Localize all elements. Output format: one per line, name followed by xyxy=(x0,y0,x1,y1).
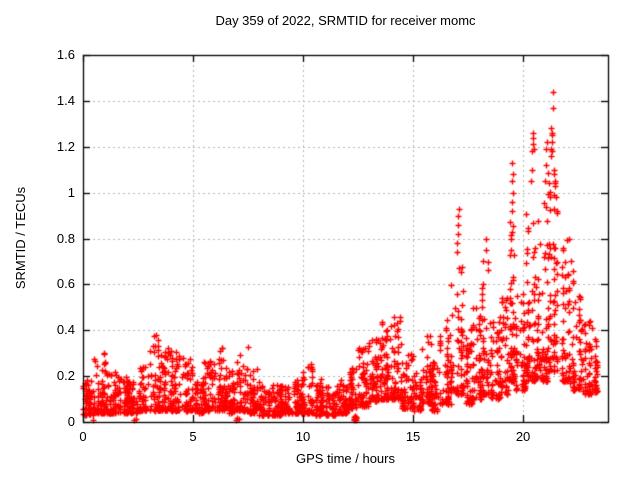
y-tick-label: 1.2 xyxy=(56,138,75,154)
y-tick-label: 0 xyxy=(67,414,75,429)
y-tick-label: 0.8 xyxy=(56,230,75,246)
x-tick-label: 0 xyxy=(79,429,87,444)
y-tick-label: 1 xyxy=(67,184,75,200)
y-tick-label: 0.4 xyxy=(56,322,75,338)
x-axis-label: GPS time / hours xyxy=(296,451,395,466)
y-tick-label: 0.2 xyxy=(56,368,75,384)
y-tick-label: 0.6 xyxy=(56,276,75,292)
y-tick-label: 1.6 xyxy=(56,47,75,62)
y-tick-label: 1.4 xyxy=(56,92,75,108)
x-tick-label: 15 xyxy=(405,429,421,444)
x-tick-label: 5 xyxy=(189,429,197,444)
chart-title: Day 359 of 2022, SRMTID for receiver mom… xyxy=(215,13,476,28)
x-tick-label: 10 xyxy=(295,429,311,444)
x-tick-label: 20 xyxy=(515,429,531,444)
